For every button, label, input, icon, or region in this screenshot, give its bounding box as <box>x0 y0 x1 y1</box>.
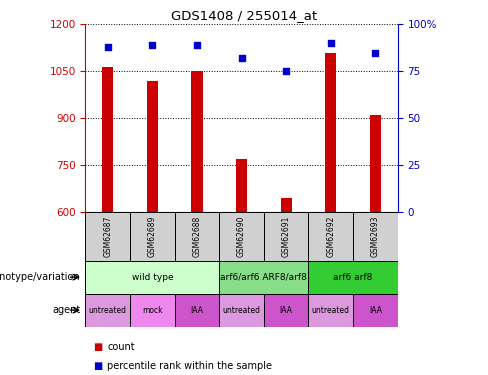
Point <box>327 40 335 46</box>
Bar <box>219 294 264 327</box>
Text: wild type: wild type <box>131 273 173 282</box>
Bar <box>353 212 398 261</box>
Bar <box>308 261 398 294</box>
Bar <box>191 71 203 212</box>
Text: genotype/variation: genotype/variation <box>0 272 81 282</box>
Text: agent: agent <box>52 305 81 315</box>
Bar <box>325 53 336 212</box>
Bar <box>370 115 381 212</box>
Text: GSM62692: GSM62692 <box>326 216 335 257</box>
Bar <box>236 159 247 212</box>
Bar <box>264 212 308 261</box>
Text: mock: mock <box>142 306 163 315</box>
Text: arf6 arf8: arf6 arf8 <box>333 273 373 282</box>
Text: IAA: IAA <box>190 306 203 315</box>
Text: GSM62690: GSM62690 <box>237 216 246 257</box>
Bar <box>102 67 113 212</box>
Point <box>104 44 112 50</box>
Point <box>238 55 245 61</box>
Point <box>193 42 201 48</box>
Bar <box>175 212 219 261</box>
Text: GSM62693: GSM62693 <box>371 216 380 257</box>
Bar <box>85 212 130 261</box>
Text: GSM62687: GSM62687 <box>103 216 112 257</box>
Bar <box>219 261 308 294</box>
Bar <box>130 212 175 261</box>
Bar <box>219 212 264 261</box>
Bar <box>85 294 130 327</box>
Text: untreated: untreated <box>223 306 261 315</box>
Text: count: count <box>107 342 135 352</box>
Point <box>371 50 379 55</box>
Bar <box>147 81 158 212</box>
Text: percentile rank within the sample: percentile rank within the sample <box>107 361 272 371</box>
Text: untreated: untreated <box>312 306 350 315</box>
Text: arf6/arf6 ARF8/arf8: arf6/arf6 ARF8/arf8 <box>221 273 307 282</box>
Text: IAA: IAA <box>280 306 293 315</box>
Point <box>148 42 156 48</box>
Text: GSM62691: GSM62691 <box>282 216 291 257</box>
Bar <box>281 198 292 212</box>
Text: untreated: untreated <box>89 306 127 315</box>
Bar <box>264 294 308 327</box>
Text: ■: ■ <box>93 361 102 371</box>
Text: GSM62689: GSM62689 <box>148 216 157 257</box>
Bar <box>308 212 353 261</box>
Text: ■: ■ <box>93 342 102 352</box>
Text: GSM62688: GSM62688 <box>192 216 202 257</box>
Bar <box>130 294 175 327</box>
Bar <box>308 294 353 327</box>
Point <box>282 68 290 74</box>
Bar <box>85 261 219 294</box>
Bar <box>353 294 398 327</box>
Bar <box>175 294 219 327</box>
Text: GDS1408 / 255014_at: GDS1408 / 255014_at <box>171 9 317 22</box>
Text: IAA: IAA <box>369 306 382 315</box>
